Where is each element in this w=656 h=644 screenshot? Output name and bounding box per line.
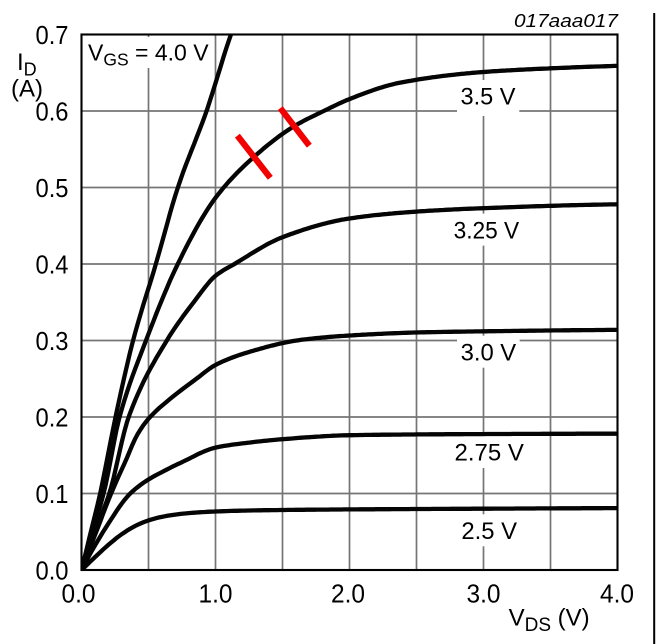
svg-text:0.0: 0.0	[62, 579, 96, 609]
svg-text:2.75 V: 2.75 V	[455, 439, 524, 466]
svg-text:0.2: 0.2	[36, 403, 69, 433]
svg-text:0.5: 0.5	[36, 173, 69, 203]
svg-text:2.5 V: 2.5 V	[461, 518, 517, 545]
svg-text:3.0 V: 3.0 V	[461, 340, 517, 367]
svg-text:017aaa017: 017aaa017	[514, 10, 619, 31]
svg-text:3.0: 3.0	[467, 579, 501, 609]
svg-text:0.4: 0.4	[36, 250, 69, 280]
svg-text:2.0: 2.0	[331, 579, 365, 609]
svg-text:0.1: 0.1	[36, 479, 69, 509]
svg-text:0.0: 0.0	[36, 556, 69, 586]
svg-text:0.6: 0.6	[36, 97, 69, 127]
svg-text:3.25 V: 3.25 V	[454, 217, 520, 244]
svg-text:1.0: 1.0	[199, 579, 233, 609]
svg-text:0.7: 0.7	[36, 20, 69, 50]
svg-text:4.0: 4.0	[600, 579, 634, 609]
svg-text:0.3: 0.3	[36, 326, 69, 356]
svg-text:(A): (A)	[11, 76, 43, 103]
svg-text:3.5 V: 3.5 V	[461, 84, 516, 111]
